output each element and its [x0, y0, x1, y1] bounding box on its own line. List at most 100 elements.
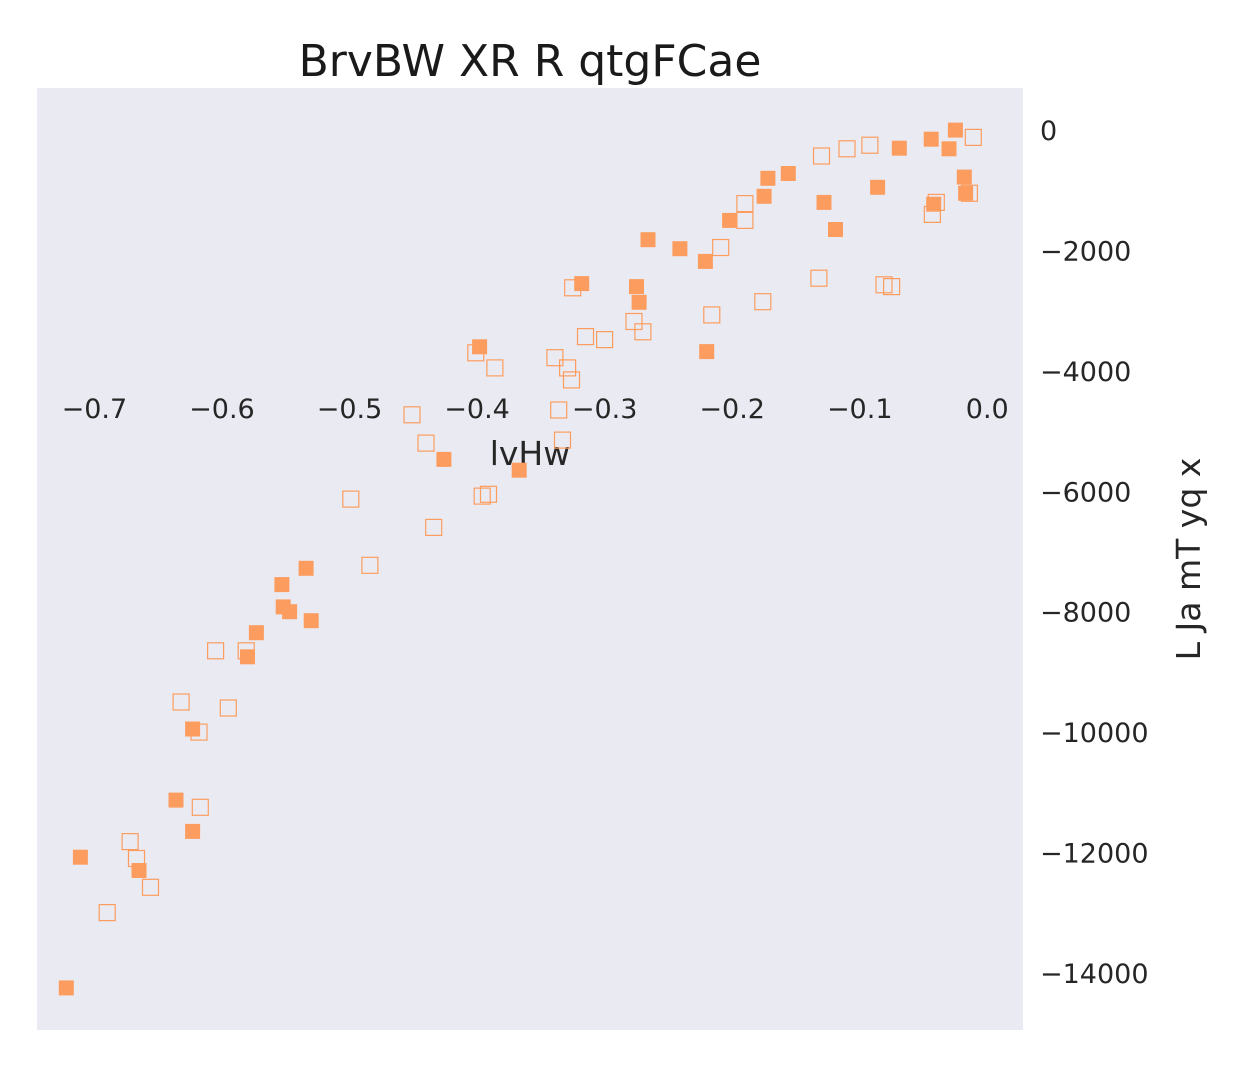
- filled-square-point: [756, 188, 772, 204]
- y-tick-label: −14000: [1040, 959, 1149, 990]
- hollow-square-point: [98, 903, 116, 922]
- filled-square-point: [631, 294, 647, 310]
- filled-square-point: [870, 179, 886, 195]
- hollow-square-point: [558, 359, 577, 377]
- x-tick-label: −0.6: [189, 394, 255, 425]
- x-tick-label: 0.0: [966, 394, 1009, 425]
- hollow-square-point: [141, 878, 160, 896]
- hollow-square-point: [219, 699, 237, 717]
- hollow-square-point: [810, 269, 828, 287]
- chart-title: BrvBW XR R qtgFCae: [299, 36, 762, 87]
- hollow-square-point: [562, 371, 581, 389]
- plot-area: [37, 88, 1023, 1030]
- filled-square-point: [574, 276, 590, 292]
- x-tick-label: −0.2: [699, 394, 765, 425]
- y-tick-label: −6000: [1040, 477, 1131, 508]
- filled-square-point: [303, 613, 319, 629]
- hollow-square-point: [712, 238, 730, 257]
- x-tick-label: −0.3: [572, 394, 638, 425]
- filled-square-point: [780, 166, 796, 181]
- hollow-square-point: [838, 140, 856, 158]
- filled-square-point: [240, 649, 255, 665]
- filled-square-point: [672, 241, 688, 257]
- hollow-square-point: [190, 723, 208, 741]
- hollow-square-point: [342, 490, 360, 508]
- filled-square-point: [816, 194, 832, 210]
- y-tick-label: −4000: [1040, 357, 1131, 388]
- hollow-square-point: [467, 344, 485, 362]
- filled-square-point: [511, 462, 527, 478]
- x-axis-ticks: −0.7 −0.6 −0.5 −0.4 −0.3 −0.2 −0.1 0.0: [62, 394, 1009, 425]
- filled-square-point: [72, 849, 88, 865]
- hollow-square-point: [237, 642, 255, 660]
- hollow-square-point: [861, 136, 879, 154]
- hollow-square-point: [486, 359, 504, 377]
- hollow-square-point: [923, 205, 942, 223]
- filled-square-point: [828, 222, 843, 237]
- hollow-square-point: [634, 323, 652, 341]
- hollow-square-point: [127, 849, 146, 868]
- filled-square-point: [699, 344, 715, 360]
- filled-square-point: [629, 279, 644, 295]
- hollow-square-point: [964, 128, 982, 146]
- filled-square-point: [947, 122, 963, 138]
- y-axis-ticks: 0 −2000 −4000 −6000 −8000 −10000 −12000 −14000: [1040, 116, 1149, 990]
- filled-square-point: [274, 577, 290, 593]
- hollow-square-point: [576, 328, 595, 346]
- x-tick-label: −0.7: [62, 394, 128, 425]
- hollow-square-point: [812, 147, 831, 165]
- filled-square-point: [926, 196, 942, 212]
- y-tick-label: −8000: [1040, 598, 1131, 629]
- filled-square-point: [941, 141, 957, 157]
- filled-square-point: [760, 170, 776, 186]
- data-points: [58, 122, 982, 996]
- hollow-square-point: [121, 832, 139, 851]
- hollow-square-point: [960, 184, 979, 202]
- y-tick-label: −12000: [1040, 838, 1149, 869]
- hollow-square-point: [882, 278, 901, 296]
- hollow-square-point: [425, 518, 443, 537]
- filled-square-point: [185, 721, 201, 737]
- filled-square-point: [722, 212, 738, 228]
- y-tick-label: 0: [1040, 116, 1057, 147]
- hollow-square-point: [473, 487, 491, 505]
- hollow-square-point: [361, 556, 379, 574]
- hollow-square-point: [736, 211, 754, 229]
- hollow-square-point: [172, 693, 190, 711]
- filled-square-point: [956, 169, 972, 185]
- filled-square-point: [185, 823, 201, 839]
- x-tick-label: −0.5: [317, 394, 383, 425]
- filled-square-point: [891, 140, 907, 156]
- hollow-square-point: [207, 642, 225, 660]
- filled-square-point: [168, 792, 184, 808]
- filled-square-point: [58, 980, 74, 996]
- hollow-square-point: [564, 279, 582, 297]
- filled-square-point: [923, 131, 939, 147]
- hollow-square-point: [550, 401, 568, 419]
- x-tick-label: −0.4: [444, 394, 510, 425]
- hollow-square-point: [417, 434, 435, 452]
- hollow-square-point: [703, 306, 721, 324]
- filled-square-point: [697, 253, 713, 269]
- y-tick-label: −2000: [1040, 237, 1131, 268]
- filled-square-point: [248, 625, 264, 641]
- hollow-square-point: [595, 331, 614, 349]
- y-tick-label: −10000: [1040, 718, 1149, 749]
- filled-square-point: [282, 604, 298, 620]
- hollow-square-point: [754, 293, 772, 311]
- filled-square-point: [958, 185, 974, 201]
- hollow-square-point: [479, 485, 498, 503]
- filled-square-point: [640, 232, 656, 248]
- hollow-square-point: [927, 193, 945, 211]
- x-tick-label: −0.1: [827, 394, 893, 425]
- hollow-square-point: [191, 798, 209, 816]
- hollow-square-point: [403, 406, 421, 424]
- hollow-square-point: [736, 195, 754, 213]
- hollow-square-point: [625, 312, 643, 331]
- hollow-square-point: [553, 431, 572, 449]
- filled-square-point: [472, 339, 488, 355]
- filled-square-point: [298, 560, 314, 576]
- hollow-square-point: [546, 349, 564, 367]
- y-axis-label: L Ja mT yq x: [1169, 458, 1208, 661]
